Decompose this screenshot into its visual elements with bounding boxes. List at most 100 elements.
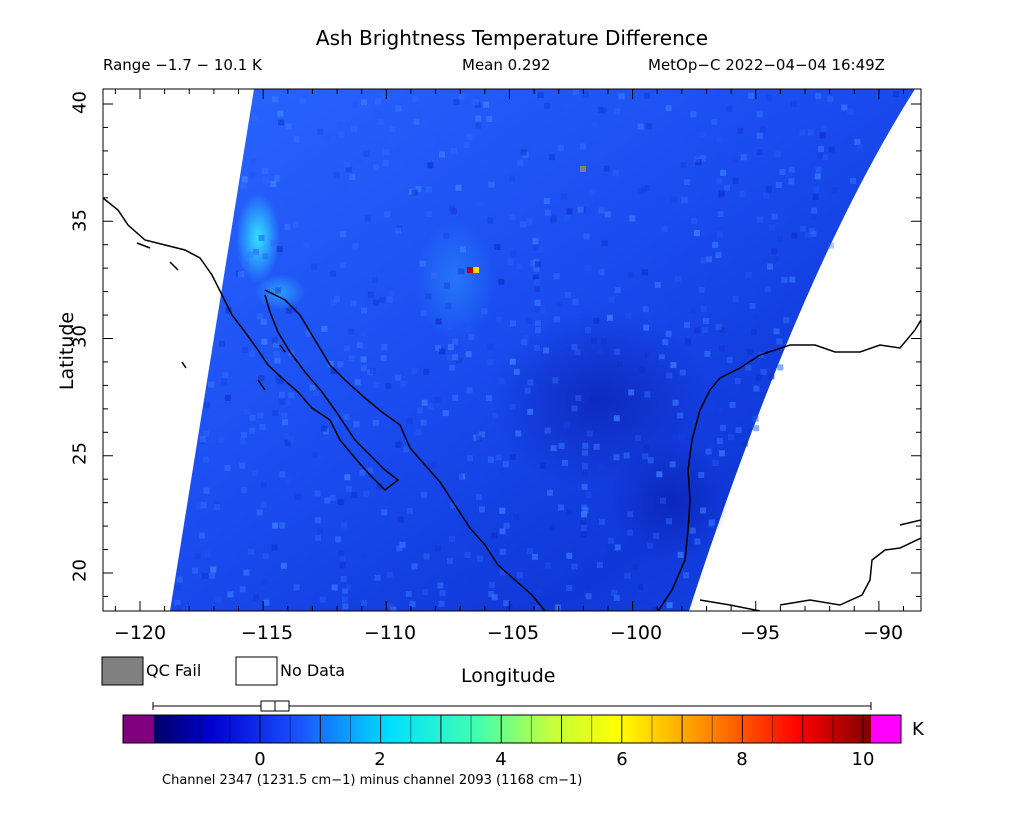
swath-pixel	[361, 99, 367, 106]
qc-fail-label: QC Fail	[146, 661, 202, 680]
swath-pixel	[481, 308, 488, 315]
swath-pixel	[718, 190, 725, 197]
swath-pixel	[487, 217, 494, 224]
swath-pixel	[348, 355, 355, 362]
swath-pixel	[263, 177, 269, 183]
swath-pixel	[241, 176, 248, 183]
swath-pixel	[248, 548, 254, 555]
swath-pixel	[349, 174, 356, 180]
swath-pixel	[611, 589, 618, 596]
swath-pixel	[732, 296, 739, 302]
swath-pixel	[330, 299, 337, 306]
swath-pixel	[642, 306, 649, 313]
swath-pixel	[292, 221, 299, 228]
swath-pixel	[210, 566, 217, 573]
swath-pixel	[429, 462, 436, 469]
swath-pixel	[464, 552, 471, 558]
swath-pixel	[670, 362, 677, 369]
swath-pixel	[350, 300, 357, 307]
swath-pixel	[482, 160, 489, 166]
swath-pixel	[600, 107, 607, 114]
swath-pixel	[247, 251, 254, 258]
swath-pixel	[333, 172, 340, 179]
swath-pixel	[451, 147, 457, 154]
swath-pixel	[789, 276, 796, 283]
swath-pixel	[693, 156, 700, 163]
swath-pixel	[815, 166, 822, 173]
swath-pixel	[814, 173, 821, 180]
swath-pixel	[452, 394, 459, 401]
swath-pixel	[600, 338, 607, 345]
swath-pixel	[527, 408, 534, 415]
swath-pixel	[363, 150, 370, 157]
swath-pixel	[251, 115, 258, 122]
swath-pixel	[412, 96, 419, 102]
swath-pixel	[553, 273, 560, 280]
swath-pixel	[460, 89, 466, 96]
swath-pixel	[495, 454, 502, 461]
swath-pixel	[278, 119, 285, 126]
swath-pixel	[547, 489, 553, 496]
swath-pixel	[740, 154, 747, 161]
swath-pixel	[571, 405, 578, 412]
swath-pixel	[443, 282, 450, 289]
swath-pixel	[425, 293, 432, 300]
swath-pixel	[476, 201, 483, 208]
swath-pixel	[600, 399, 607, 406]
qc-fail-swatch	[101, 656, 144, 686]
swath-pixel	[790, 101, 797, 108]
swath-pixel	[574, 349, 581, 356]
swath-pixel	[449, 205, 456, 212]
swath-pixel	[774, 151, 781, 158]
swath-pixel	[357, 342, 363, 349]
swath-pixel	[395, 105, 402, 112]
colorbar-tick-label: 10	[851, 749, 875, 770]
swath-pixel	[514, 113, 521, 120]
swath-pixel	[656, 471, 663, 478]
swath-pixel	[250, 158, 257, 165]
swath-pixel	[371, 277, 378, 284]
swath-pixel	[376, 483, 383, 490]
swath-pixel	[488, 181, 495, 188]
swath-pixel	[699, 405, 706, 411]
swath-pixel	[745, 271, 752, 278]
swath-pixel	[726, 357, 733, 363]
plot-title: Ash Brightness Temperature Difference	[315, 26, 709, 50]
swath-pixel	[677, 551, 684, 558]
swath-pixel	[439, 589, 446, 596]
plot-frame	[102, 88, 922, 612]
swath-pixel	[367, 467, 374, 474]
swath-pixel	[698, 286, 705, 293]
swath-pixel	[737, 127, 744, 134]
swath-pixel	[550, 217, 556, 224]
swath-pixel	[715, 252, 722, 259]
swath-pixel	[627, 529, 634, 536]
swath-pixel	[499, 507, 506, 514]
swath-pixel	[215, 596, 222, 603]
swath-pixel	[409, 601, 416, 608]
swath-pixel	[243, 569, 250, 576]
swath-pixel	[659, 359, 666, 365]
swath-pixel	[681, 432, 688, 439]
swath-pixel	[625, 312, 632, 319]
swath-pixel	[755, 374, 762, 381]
colorbar-over	[871, 715, 901, 743]
swath-pixel	[566, 585, 573, 591]
swath-pixel	[262, 553, 269, 560]
swath-pixel	[665, 105, 672, 112]
swath-pixel	[693, 230, 700, 237]
swath-pixel	[513, 368, 520, 375]
swath-pixel	[731, 156, 738, 163]
swath-pixel	[544, 427, 551, 434]
swath-pixel	[769, 224, 776, 231]
swath-pixel	[807, 129, 814, 136]
swath-pixel	[695, 159, 702, 165]
swath-pixel	[257, 412, 264, 419]
swath-pixel	[627, 511, 634, 518]
swath-pixel	[463, 142, 470, 148]
swath-pixel	[728, 434, 734, 441]
swath-pixel	[280, 562, 287, 569]
swath-pixel	[638, 584, 645, 590]
swath-pixel	[586, 430, 593, 437]
swath-pixel	[666, 602, 673, 609]
